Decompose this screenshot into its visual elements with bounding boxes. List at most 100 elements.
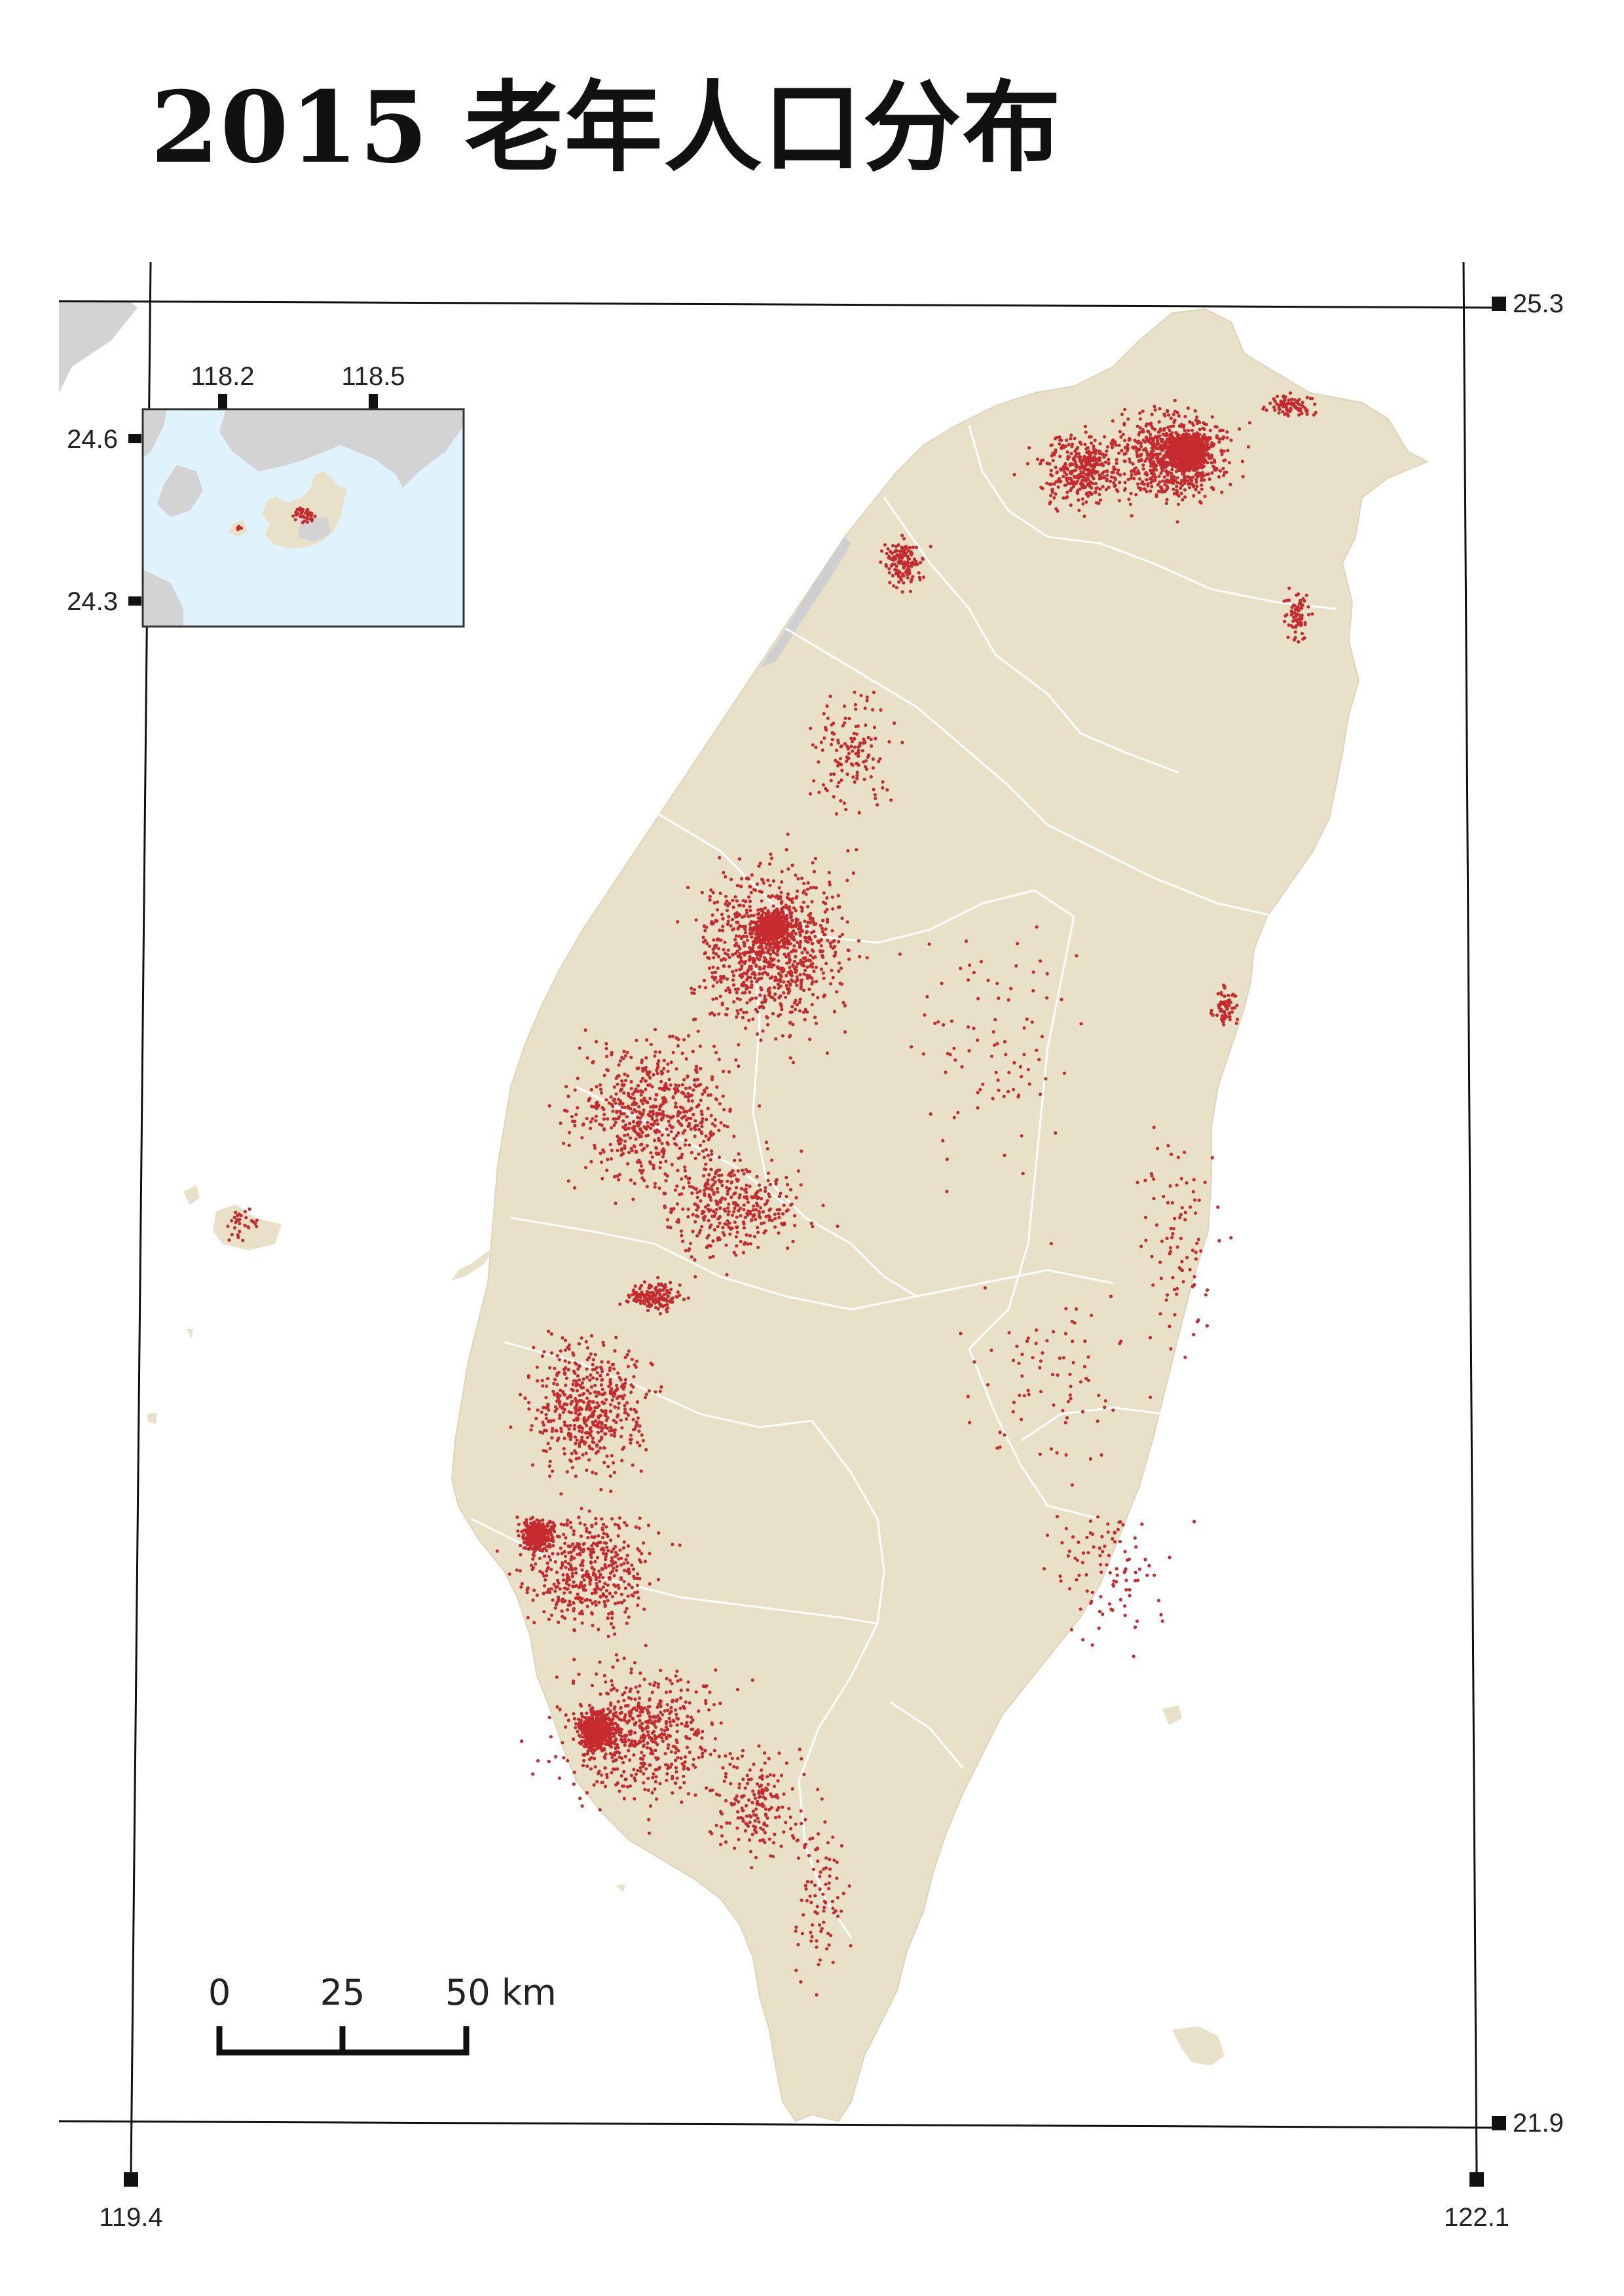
- population-dot: [1166, 410, 1170, 414]
- population-dot: [618, 1102, 622, 1106]
- population-dot: [731, 928, 735, 932]
- population-dot: [748, 990, 752, 994]
- population-dot: [741, 984, 745, 988]
- population-dot: [803, 948, 807, 952]
- population-dot: [777, 996, 781, 1000]
- population-dot: [703, 1090, 707, 1094]
- population-dot: [1123, 407, 1127, 412]
- population-dot: [767, 862, 771, 866]
- population-dot: [800, 978, 804, 982]
- population-dot: [1211, 464, 1215, 468]
- population-dot: [594, 1119, 598, 1123]
- population-dot: [748, 1170, 752, 1174]
- population-dot: [799, 939, 803, 943]
- population-dot: [802, 988, 806, 993]
- population-dot: [1200, 474, 1204, 478]
- population-dot: [895, 549, 899, 553]
- population-dot: [742, 1203, 746, 1207]
- population-dot: [733, 895, 737, 899]
- population-dot: [541, 1384, 545, 1388]
- population-dot: [689, 1127, 693, 1131]
- population-dot: [1222, 449, 1226, 453]
- population-dot: [615, 1110, 619, 1114]
- population-dot: [786, 952, 791, 956]
- population-dot: [559, 1492, 563, 1496]
- population-dot: [693, 1119, 697, 1123]
- population-dot: [589, 1433, 593, 1437]
- population-dot: [1136, 482, 1140, 486]
- population-dot: [1110, 475, 1114, 479]
- population-dot: [709, 1198, 713, 1202]
- population-dot: [747, 895, 751, 899]
- population-dot: [1041, 486, 1044, 490]
- population-dot: [609, 1095, 613, 1099]
- population-dot: [1074, 464, 1078, 467]
- population-dot: [717, 1128, 721, 1133]
- population-dot: [748, 932, 752, 936]
- population-dot: [726, 919, 730, 923]
- population-dot: [1159, 471, 1163, 475]
- population-dot: [707, 1173, 711, 1176]
- population-dot: [721, 1069, 726, 1074]
- population-dot: [1285, 409, 1289, 412]
- population-dot: [1116, 471, 1120, 475]
- population-dot: [695, 1191, 699, 1195]
- population-dot: [641, 1076, 645, 1080]
- population-dot: [837, 939, 841, 944]
- population-dot: [609, 1425, 613, 1429]
- population-dot: [680, 1156, 684, 1159]
- population-dot: [741, 1250, 745, 1254]
- population-dot: [1195, 415, 1199, 419]
- population-dot: [828, 883, 832, 886]
- population-dot: [1153, 445, 1157, 448]
- population-dot: [630, 1357, 634, 1361]
- population-dot: [1211, 486, 1215, 490]
- population-dot: [650, 1155, 654, 1159]
- population-dot: [748, 900, 752, 903]
- population-dot: [734, 941, 739, 945]
- population-dot: [795, 975, 799, 979]
- population-dot: [847, 957, 851, 961]
- population-dot: [780, 900, 784, 903]
- population-dot: [810, 965, 814, 969]
- population-dot: [1149, 460, 1153, 464]
- population-dot: [656, 1307, 660, 1311]
- population-dot: [1196, 441, 1200, 446]
- population-dot: [735, 920, 739, 924]
- population-dot: [1105, 477, 1109, 481]
- population-dot: [573, 1123, 577, 1127]
- population-dots: [226, 391, 1318, 1997]
- population-dot: [702, 1210, 706, 1214]
- population-dot: [1098, 498, 1103, 502]
- population-dot: [1063, 462, 1067, 466]
- population-dot: [1190, 428, 1194, 432]
- population-dot: [1272, 405, 1276, 409]
- population-dot: [830, 968, 834, 972]
- population-dot: [1075, 447, 1079, 451]
- population-dot: [773, 1216, 777, 1220]
- population-dot: [756, 1226, 760, 1230]
- population-dot: [741, 915, 745, 919]
- population-dot: [1122, 472, 1126, 476]
- population-dot: [623, 1377, 627, 1381]
- population-dot: [770, 975, 774, 979]
- population-dot: [785, 916, 789, 920]
- population-dot: [600, 1387, 604, 1391]
- population-dot: [648, 1097, 652, 1101]
- population-dot: [1229, 438, 1233, 443]
- population-dot: [675, 1184, 679, 1188]
- population-dot: [775, 953, 779, 957]
- population-dot: [667, 1120, 671, 1123]
- population-dot: [794, 965, 798, 969]
- population-dot: [657, 1186, 661, 1190]
- population-dot: [800, 909, 804, 913]
- population-dot: [830, 929, 834, 933]
- population-dot: [720, 928, 724, 932]
- population-dot: [1065, 490, 1069, 494]
- population-dot: [756, 1010, 760, 1013]
- population-dot: [575, 1438, 579, 1442]
- population-dot: [802, 881, 806, 886]
- population-dot: [794, 1195, 798, 1199]
- population-dot: [1188, 481, 1192, 486]
- population-dot: [591, 1358, 596, 1362]
